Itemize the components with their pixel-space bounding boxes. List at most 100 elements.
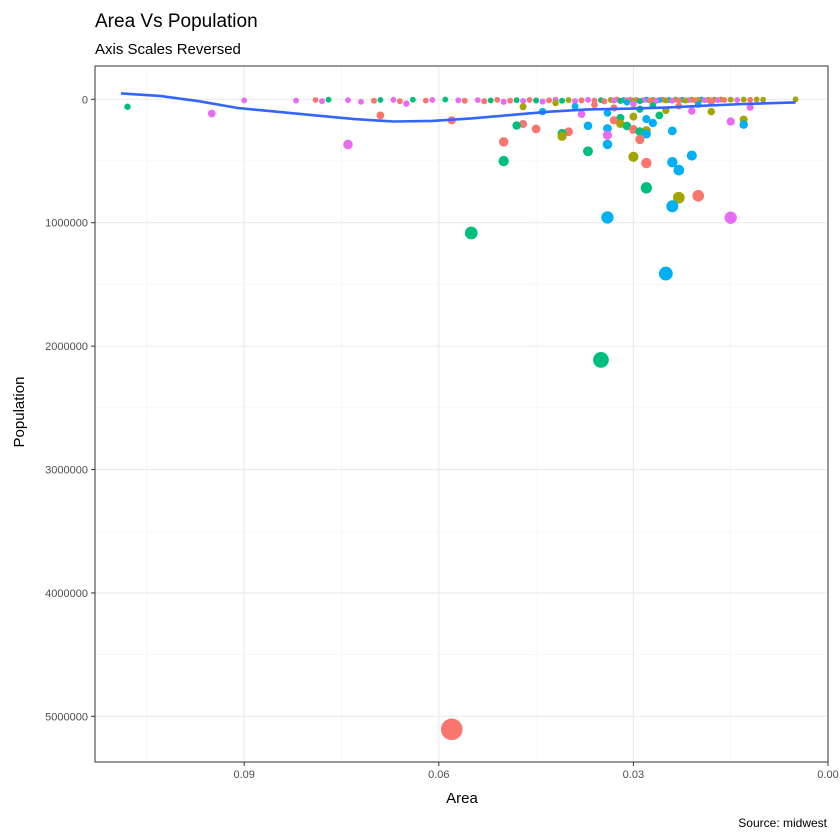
data-point-in	[629, 112, 638, 121]
data-point-oh	[686, 150, 697, 161]
data-point-il	[635, 134, 645, 145]
data-point-il	[494, 96, 501, 103]
data-point-il	[519, 119, 528, 129]
data-point-il	[591, 101, 598, 109]
data-point-wi	[630, 100, 637, 108]
data-point-il	[396, 98, 403, 105]
data-point-mi	[325, 96, 332, 103]
data-point-wi	[577, 110, 586, 118]
data-point-il	[526, 96, 533, 103]
data-point-oh	[667, 126, 677, 136]
x-axis-title: Area	[446, 790, 478, 807]
data-point-mi	[617, 97, 624, 104]
data-point-in	[740, 96, 747, 103]
data-point-oh	[666, 200, 679, 213]
data-point-wi	[357, 98, 364, 105]
data-point-mi	[442, 96, 449, 103]
data-point-mi	[616, 113, 625, 122]
data-point-mi	[512, 121, 521, 130]
data-point-il	[422, 97, 429, 104]
data-point-wi	[734, 97, 741, 104]
data-point-wi	[520, 98, 527, 105]
x-tick-label: 0.09	[233, 769, 254, 781]
data-points	[124, 96, 799, 741]
axes: 0.09 0.06 0.03 0.00 0 1000000 2000000 3000000 40…	[45, 94, 839, 781]
data-point-il	[646, 97, 653, 104]
data-point-il	[440, 718, 463, 741]
data-point-oh	[667, 157, 678, 168]
data-point-il	[376, 111, 385, 120]
data-point-il	[675, 97, 682, 104]
data-point-wi	[669, 97, 676, 104]
data-point-mi	[593, 352, 609, 368]
data-point-wi	[610, 97, 617, 104]
y-tick-label: 5000000	[45, 711, 88, 723]
data-point-mi	[583, 146, 593, 157]
data-point-il	[601, 98, 608, 105]
data-point-wi	[653, 97, 660, 104]
y-axis-title: Population	[11, 377, 28, 448]
data-point-wi	[726, 117, 735, 126]
data-point-il	[692, 189, 705, 202]
data-point-in	[565, 97, 572, 104]
data-point-in	[519, 103, 527, 111]
y-tick-label: 3000000	[45, 465, 88, 477]
smooth-trend-line	[120, 92, 796, 123]
data-point-mi	[464, 226, 478, 240]
data-point-in	[707, 107, 715, 116]
data-point-wi	[319, 98, 326, 105]
data-point-in	[760, 96, 767, 103]
data-point-il	[481, 98, 488, 105]
data-point-oh	[602, 139, 613, 150]
data-point-in	[628, 151, 639, 162]
data-point-il	[370, 97, 377, 104]
x-tick-label: 0.00	[817, 769, 838, 781]
y-tick-label: 2000000	[45, 341, 88, 353]
data-point-oh	[673, 164, 685, 176]
data-point-il	[531, 124, 541, 134]
data-point-wi	[474, 97, 481, 104]
data-point-wi	[500, 98, 507, 105]
data-point-oh	[642, 115, 651, 124]
data-point-wi	[455, 97, 462, 104]
data-point-in	[753, 96, 760, 103]
data-point-oh	[583, 121, 593, 131]
data-point-oh	[603, 124, 612, 133]
chart-title: Area Vs Population	[95, 11, 258, 32]
data-point-wi	[539, 98, 546, 105]
data-point-wi	[585, 96, 591, 103]
data-point-in	[552, 99, 559, 107]
data-point-il	[641, 157, 652, 169]
data-point-mi	[409, 96, 416, 103]
data-point-oh	[658, 266, 673, 281]
data-point-wi	[403, 100, 410, 107]
data-point-oh	[623, 99, 631, 106]
data-point-oh	[739, 120, 748, 129]
data-point-il	[747, 96, 754, 103]
data-point-wi	[602, 130, 613, 140]
data-point-il	[461, 97, 468, 104]
chart-caption: Source: midwest	[738, 816, 827, 830]
y-tick-label: 4000000	[45, 588, 88, 600]
data-point-il	[609, 116, 619, 125]
data-point-mi	[487, 97, 494, 104]
data-point-wi	[293, 97, 300, 104]
data-point-il	[578, 97, 585, 104]
data-point-wi	[746, 103, 754, 111]
x-tick-label: 0.06	[428, 769, 449, 781]
data-point-in	[662, 97, 669, 104]
data-point-wi	[345, 97, 351, 104]
data-point-wi	[571, 98, 579, 105]
data-point-mi	[655, 111, 664, 120]
data-point-mi	[559, 97, 566, 104]
data-point-oh	[641, 129, 651, 139]
data-point-il	[507, 97, 514, 104]
data-point-mi	[498, 155, 509, 167]
data-point-il	[498, 137, 509, 147]
data-point-oh	[603, 109, 612, 117]
data-point-il	[721, 96, 728, 103]
data-point-mi	[640, 182, 653, 194]
data-point-oh	[601, 211, 614, 224]
data-point-in	[727, 96, 734, 103]
